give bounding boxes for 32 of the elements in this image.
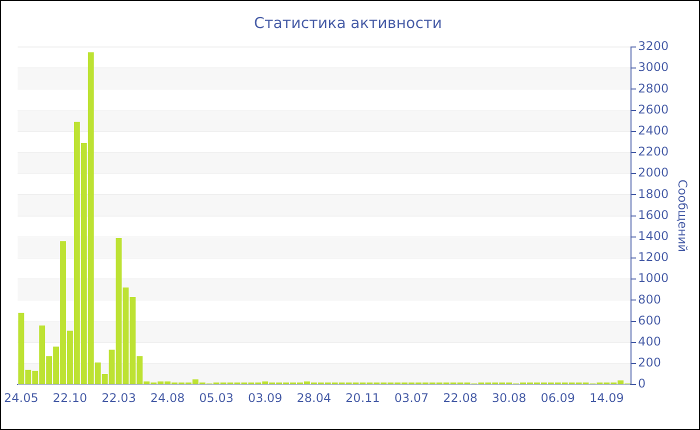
y2-tick-label: 400 bbox=[638, 334, 661, 349]
y2-tick-label: 1800 bbox=[638, 186, 669, 201]
x-tick-label: 28.04 bbox=[296, 390, 332, 405]
x-tick-label: 30.08 bbox=[492, 390, 526, 405]
y2-tick-label: 1000 bbox=[638, 271, 669, 286]
x-tick-label: 22.03 bbox=[102, 390, 136, 405]
y2-tick-label: 2800 bbox=[638, 81, 669, 96]
x-tick-label: 20.11 bbox=[346, 390, 380, 405]
y2-tick-label: 2600 bbox=[638, 102, 669, 116]
x-tick-label: 24.08 bbox=[150, 390, 185, 405]
chart-title: Статистика активности bbox=[254, 14, 442, 32]
y2-tick-label: 1200 bbox=[638, 250, 669, 264]
y2-tick-label: 2000 bbox=[638, 166, 669, 180]
x-tick-label: 06.09 bbox=[540, 390, 576, 405]
x-tick-label: 14.09 bbox=[589, 390, 624, 405]
y2-tick-label: 3200 bbox=[638, 39, 669, 54]
x-tick-label: 24.05 bbox=[4, 390, 38, 405]
y2-tick-label: 2400 bbox=[638, 124, 669, 138]
y2-tick-label: 2200 bbox=[638, 144, 669, 159]
x-tick-label: 22.10 bbox=[52, 390, 88, 405]
y2-tick-label: 600 bbox=[638, 313, 661, 328]
x-tick-label: 03.09 bbox=[248, 390, 282, 405]
x-tick-label: 03.07 bbox=[394, 390, 429, 405]
y2-tick-label: 200 bbox=[638, 356, 661, 370]
y2-tick-label: 0 bbox=[638, 376, 646, 391]
y2-tick-label: 1400 bbox=[638, 229, 669, 244]
y2-tick-label: 3000 bbox=[638, 60, 669, 74]
x-tick-label: 22.08 bbox=[443, 390, 478, 405]
x-tick-label: 05.03 bbox=[199, 390, 234, 405]
y2-tick-label: 1600 bbox=[638, 208, 669, 222]
y2-axis-title: Сообщений bbox=[676, 180, 690, 252]
y2-tick-label: 800 bbox=[638, 292, 661, 306]
